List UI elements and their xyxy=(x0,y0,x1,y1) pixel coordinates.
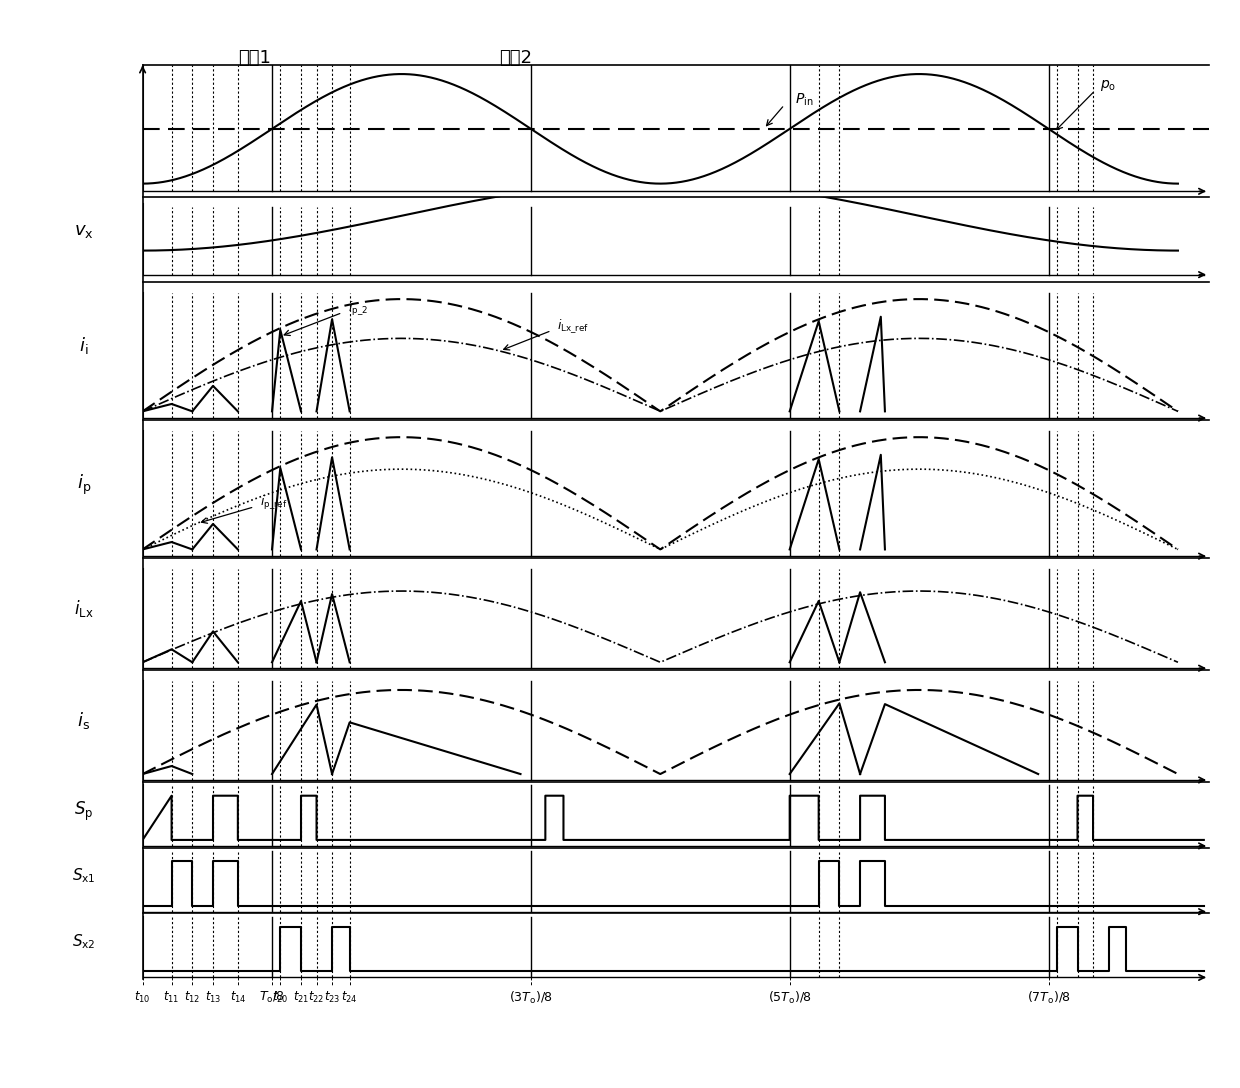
Text: $(3T_{\rm o})/8$: $(3T_{\rm o})/8$ xyxy=(508,990,553,1006)
Text: $t_{14}$: $t_{14}$ xyxy=(229,990,247,1005)
Text: $T_{\rm o}/8$: $T_{\rm o}/8$ xyxy=(259,990,285,1005)
Text: $t_{13}$: $t_{13}$ xyxy=(205,990,221,1005)
Text: 模式1: 模式1 xyxy=(238,49,272,66)
Text: $t_{10}$: $t_{10}$ xyxy=(134,990,151,1005)
Text: $t_{12}$: $t_{12}$ xyxy=(185,990,201,1005)
Text: $t_{22}$: $t_{22}$ xyxy=(309,990,325,1005)
Text: $S_{\rm x2}$: $S_{\rm x2}$ xyxy=(72,932,95,951)
Text: $t_{23}$: $t_{23}$ xyxy=(324,990,340,1005)
Text: $v_{\rm x}$: $v_{\rm x}$ xyxy=(74,222,94,240)
Text: $S_{\rm p}$: $S_{\rm p}$ xyxy=(74,800,93,823)
Text: $(5T_{\rm o})/8$: $(5T_{\rm o})/8$ xyxy=(768,990,811,1006)
Text: $i_{\rm p\_2}$: $i_{\rm p\_2}$ xyxy=(347,299,367,318)
Text: $i_{\rm p\_ref}$: $i_{\rm p\_ref}$ xyxy=(259,494,288,511)
Text: $i_{\rm i}$: $i_{\rm i}$ xyxy=(79,335,89,356)
Text: $S_{\rm x1}$: $S_{\rm x1}$ xyxy=(72,866,95,886)
Text: $t_{11}$: $t_{11}$ xyxy=(164,990,180,1005)
Text: $t_{24}$: $t_{24}$ xyxy=(341,990,358,1005)
Text: $t_{20}$: $t_{20}$ xyxy=(272,990,289,1005)
Text: $i_{\rm s}$: $i_{\rm s}$ xyxy=(77,710,91,731)
Text: $i_{\rm Lx\_ref}$: $i_{\rm Lx\_ref}$ xyxy=(557,318,589,335)
Text: $P_{\rm in}$: $P_{\rm in}$ xyxy=(795,91,813,108)
Text: $t_{21}$: $t_{21}$ xyxy=(293,990,309,1005)
Text: $(7T_{\rm o})/8$: $(7T_{\rm o})/8$ xyxy=(1027,990,1070,1006)
Text: $p_{\rm o}$: $p_{\rm o}$ xyxy=(1100,78,1116,94)
Text: $i_{\rm Lx}$: $i_{\rm Lx}$ xyxy=(74,598,94,619)
Text: $i_{\rm p}$: $i_{\rm p}$ xyxy=(77,473,91,497)
Text: 模式2: 模式2 xyxy=(500,49,532,66)
